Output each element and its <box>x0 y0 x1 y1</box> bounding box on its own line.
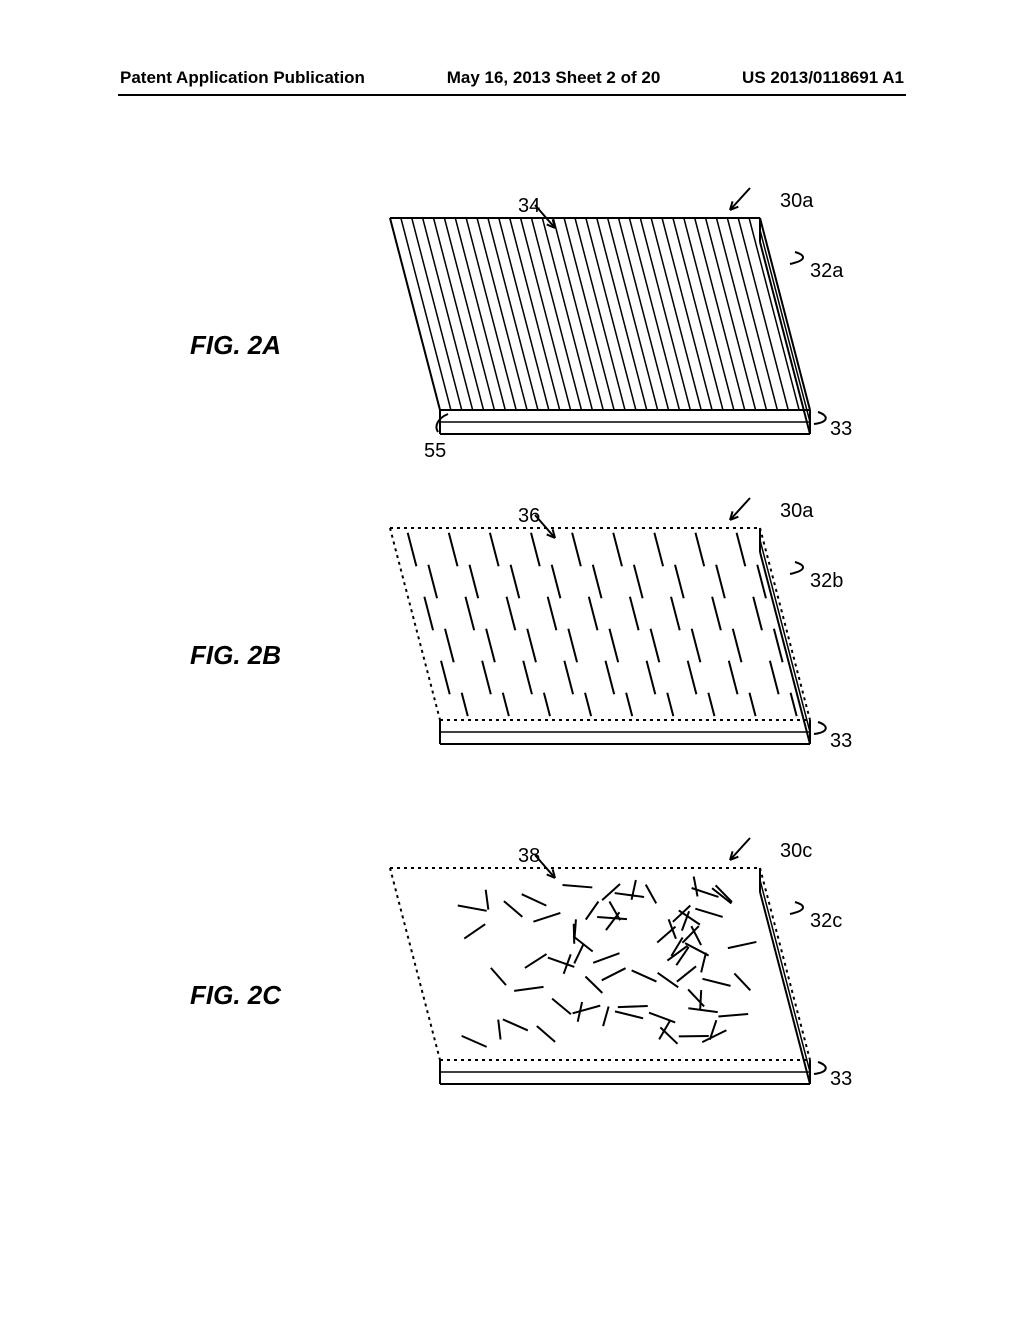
figure-2a-diagram <box>330 180 870 480</box>
ref-55: 55 <box>424 440 446 463</box>
ref-36: 36 <box>518 505 540 528</box>
figure-2b-label: FIG. 2B <box>190 640 281 671</box>
ref-34: 34 <box>518 195 540 218</box>
figure-2a-label: FIG. 2A <box>190 330 281 361</box>
ref-30c: 30c <box>780 840 812 863</box>
figure-2c-label: FIG. 2C <box>190 980 281 1011</box>
ref-33: 33 <box>830 418 852 441</box>
ref-32a: 32a <box>810 260 843 283</box>
ref-33: 33 <box>830 730 852 753</box>
figure-2b-diagram <box>330 490 870 790</box>
ref-32b: 32b <box>810 570 843 593</box>
figure-2c-diagram <box>330 830 870 1130</box>
ref-30a: 30a <box>780 500 813 523</box>
ref-32c: 32c <box>810 910 842 933</box>
ref-38: 38 <box>518 845 540 868</box>
ref-30a: 30a <box>780 190 813 213</box>
page-header: Patent Application Publication May 16, 2… <box>0 68 1024 88</box>
header-center: May 16, 2013 Sheet 2 of 20 <box>447 68 661 88</box>
header-left: Patent Application Publication <box>120 68 365 88</box>
ref-33: 33 <box>830 1068 852 1091</box>
header-rule <box>118 94 906 96</box>
header-right: US 2013/0118691 A1 <box>742 68 904 88</box>
